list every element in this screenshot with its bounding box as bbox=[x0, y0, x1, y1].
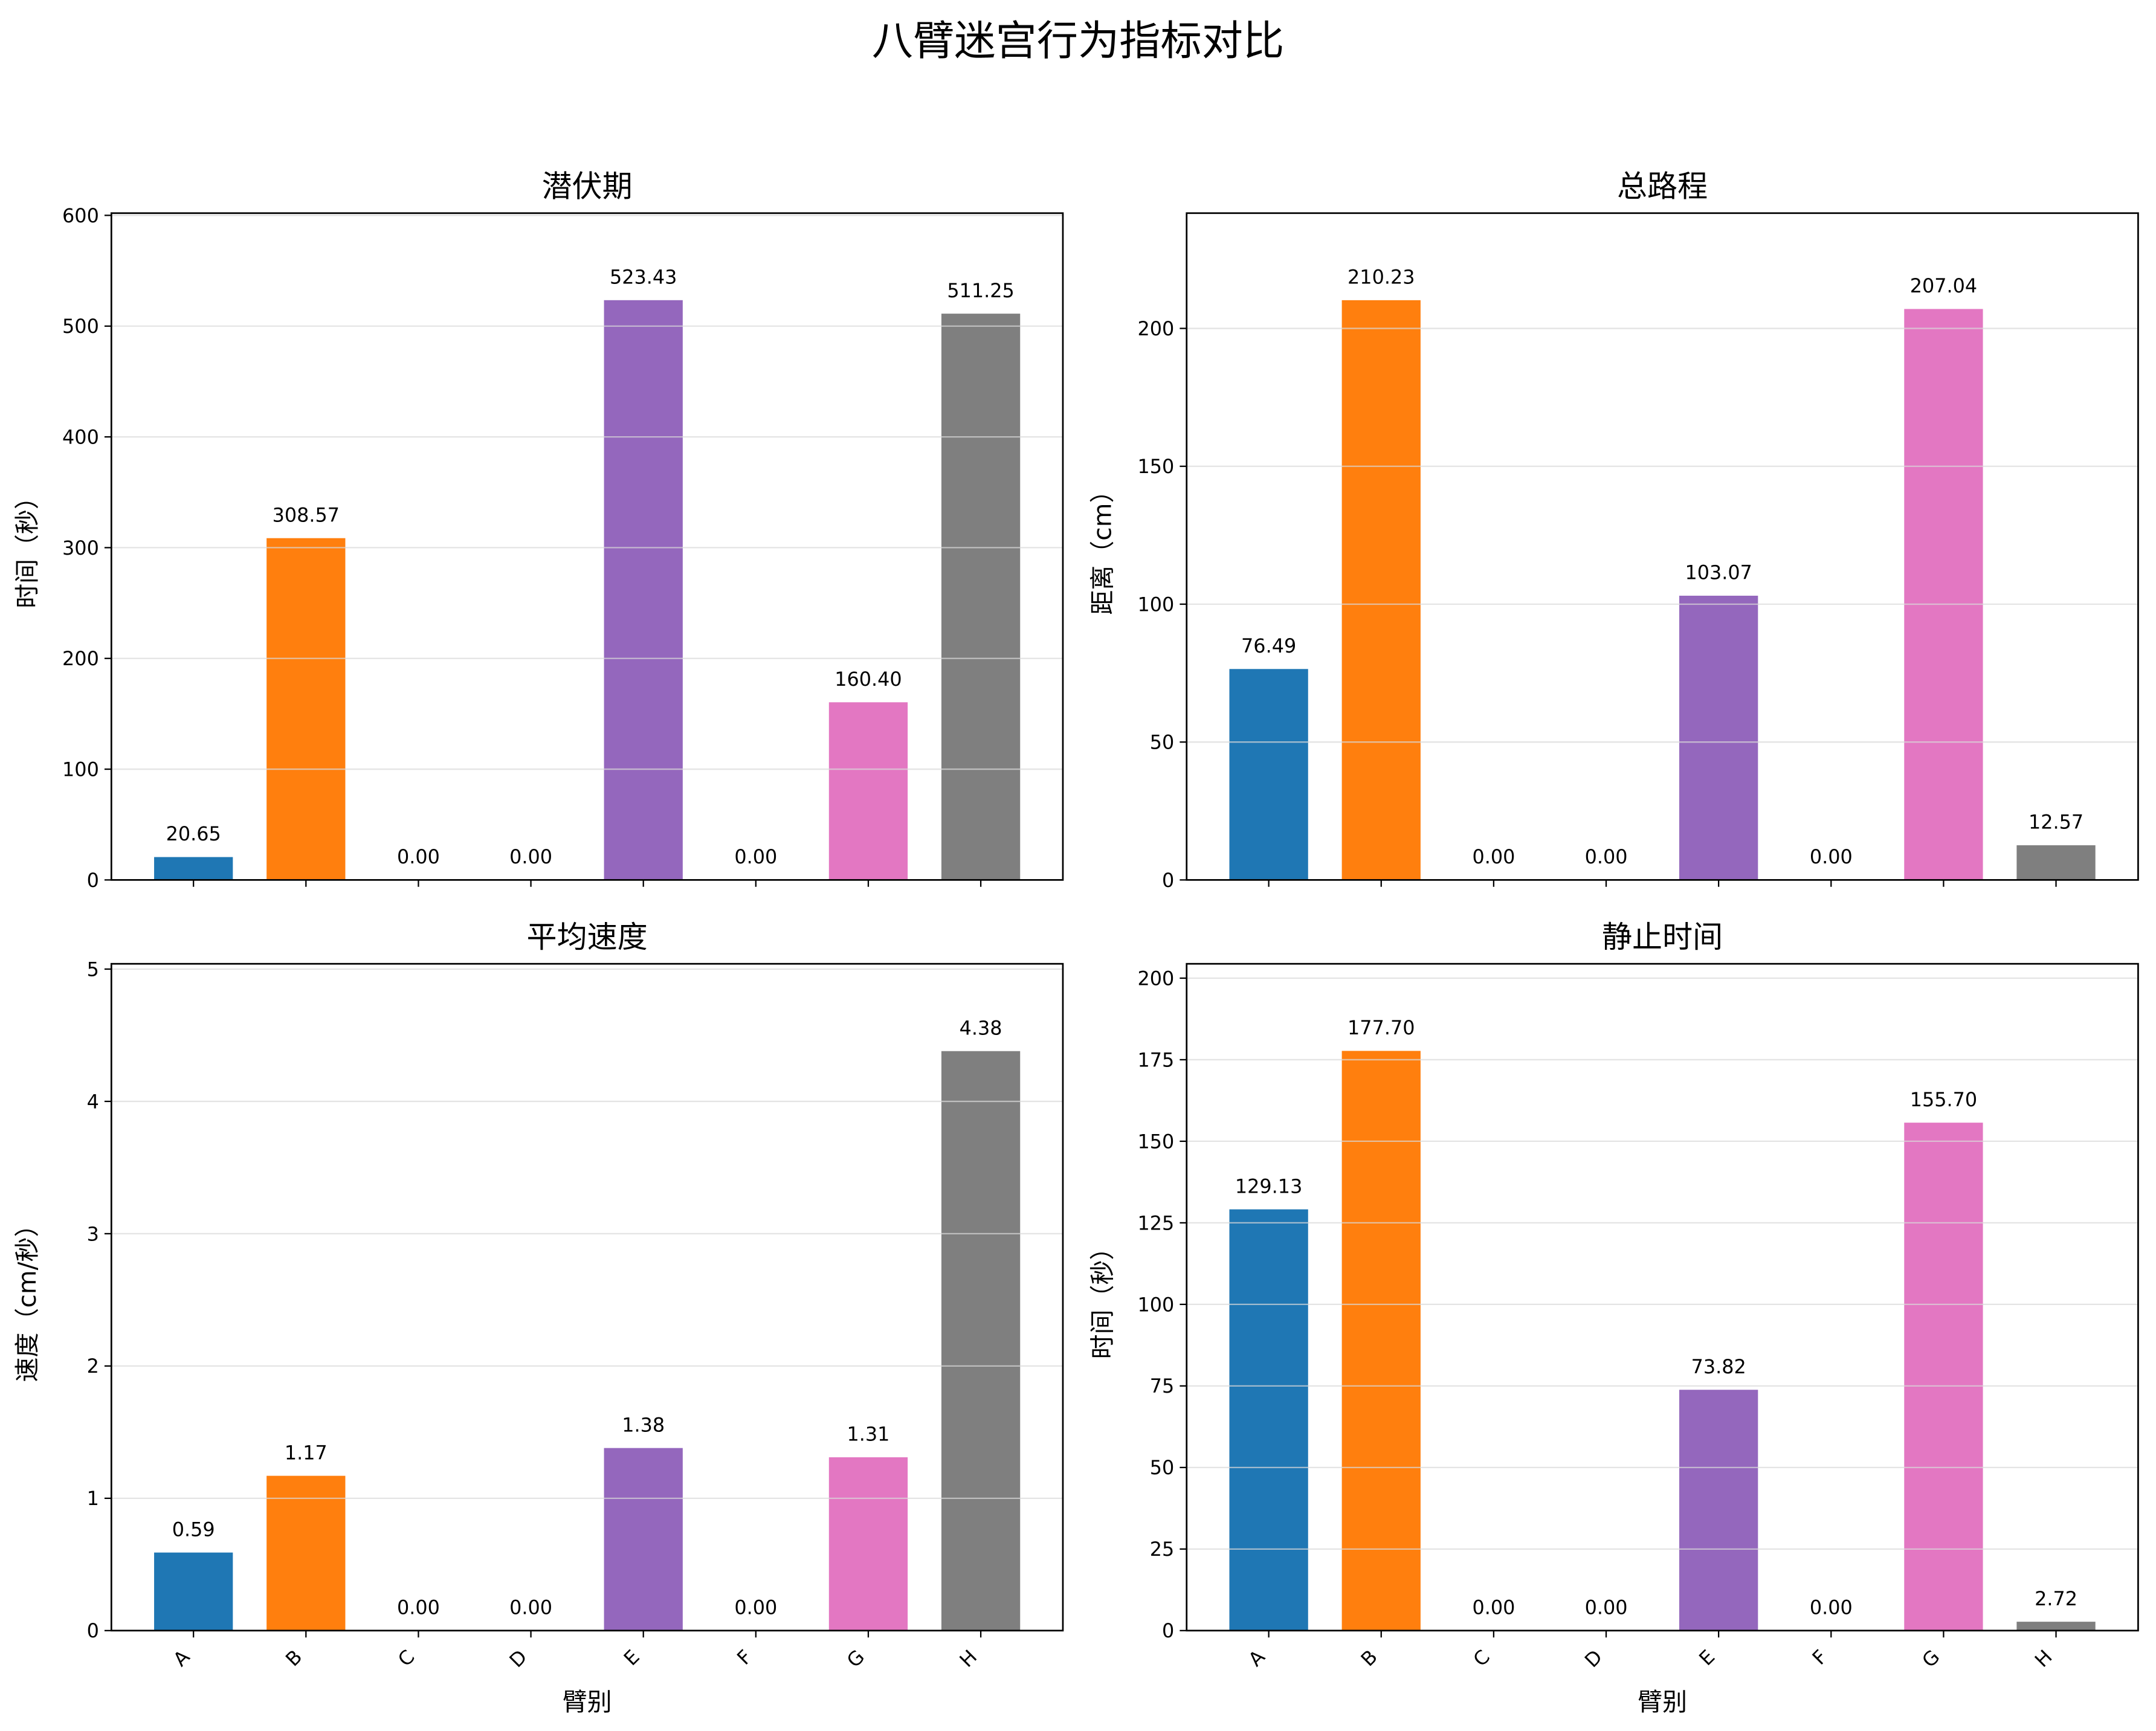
data-label: 0.00 bbox=[734, 845, 777, 868]
bar-G bbox=[1904, 1123, 1983, 1631]
subplot-3: 0 25 50 75 100 125 150 175 200 129.13 177.70 0.00 0.… bbox=[1088, 920, 2139, 1716]
data-label: 0.00 bbox=[509, 1596, 552, 1619]
y-tick-label: 0 bbox=[87, 1619, 99, 1642]
data-label: 20.65 bbox=[166, 822, 221, 845]
subplot-title: 静止时间 bbox=[1602, 920, 1723, 955]
data-label: 1.31 bbox=[847, 1423, 890, 1446]
y-tick-label: 5 bbox=[87, 958, 99, 981]
y-tick-label: 3 bbox=[87, 1222, 99, 1245]
subplot-title: 潜伏期 bbox=[542, 169, 633, 204]
y-tick-label: 200 bbox=[1138, 967, 1175, 990]
data-label: 0.00 bbox=[734, 1596, 777, 1619]
y-tick-label: 150 bbox=[1138, 1130, 1175, 1153]
data-label: 0.00 bbox=[1585, 845, 1628, 868]
bar-H bbox=[2016, 1622, 2096, 1631]
y-tick-label: 200 bbox=[62, 647, 99, 670]
data-label: 210.23 bbox=[1348, 266, 1415, 289]
data-label: 207.04 bbox=[1910, 274, 1977, 297]
bar-G bbox=[828, 702, 908, 880]
subplot-title: 平均速度 bbox=[527, 920, 648, 955]
data-label: 1.17 bbox=[285, 1441, 328, 1464]
bar-E bbox=[604, 300, 683, 880]
subplot-0: 0 100 200 300 400 500 600 20.65 308.57 0.00 0.00 52… bbox=[13, 169, 1064, 892]
bar-G bbox=[1904, 309, 1983, 880]
y-tick-label: 50 bbox=[1150, 1456, 1175, 1479]
y-tick-label: 0 bbox=[1162, 869, 1174, 892]
bar-E bbox=[604, 1448, 683, 1631]
x-axis-label: 臂别 bbox=[1638, 1687, 1687, 1716]
bar-E bbox=[1679, 595, 1758, 880]
y-axis-label: 时间（秒） bbox=[13, 485, 42, 608]
data-label: 4.38 bbox=[960, 1016, 1002, 1039]
data-label: 177.70 bbox=[1348, 1016, 1415, 1039]
data-label: 2.72 bbox=[2035, 1587, 2077, 1610]
y-tick-label: 100 bbox=[1138, 593, 1175, 616]
data-label: 1.38 bbox=[622, 1413, 665, 1436]
data-label: 103.07 bbox=[1685, 561, 1752, 584]
y-tick-label: 25 bbox=[1150, 1538, 1175, 1561]
bar-H bbox=[941, 1051, 1021, 1631]
bar-E bbox=[1679, 1390, 1758, 1631]
data-label: 0.00 bbox=[397, 845, 440, 868]
y-tick-label: 150 bbox=[1138, 455, 1175, 478]
data-label: 0.00 bbox=[509, 845, 552, 868]
data-label: 76.49 bbox=[1241, 634, 1296, 657]
bar-G bbox=[828, 1457, 908, 1631]
data-label: 523.43 bbox=[610, 266, 677, 289]
data-label: 0.00 bbox=[1810, 845, 1853, 868]
axes-frame bbox=[110, 212, 1064, 881]
y-tick-label: 175 bbox=[1138, 1048, 1175, 1071]
y-tick-label: 75 bbox=[1150, 1375, 1175, 1397]
y-tick-label: 100 bbox=[62, 758, 99, 781]
axes-frame bbox=[110, 962, 1064, 1632]
y-tick-label: 400 bbox=[62, 425, 99, 448]
suptitle: 八臂迷宫行为指标对比 bbox=[872, 18, 1285, 65]
bar-H bbox=[2016, 845, 2096, 880]
data-label: 0.00 bbox=[1585, 1596, 1628, 1619]
data-label: 0.00 bbox=[1810, 1596, 1853, 1619]
bar-A bbox=[1229, 1209, 1308, 1631]
y-tick-label: 100 bbox=[1138, 1293, 1175, 1316]
bar-B bbox=[1341, 300, 1421, 880]
data-label: 511.25 bbox=[947, 279, 1014, 302]
y-tick-label: 4 bbox=[87, 1090, 99, 1113]
data-label: 155.70 bbox=[1910, 1088, 1977, 1111]
y-axis-label: 距离（cm） bbox=[1088, 479, 1117, 615]
y-tick-label: 600 bbox=[62, 204, 99, 227]
y-tick-label: 300 bbox=[62, 537, 99, 559]
bar-A bbox=[1229, 669, 1308, 880]
subplot-1: 0 50 100 150 200 76.49 210.23 0.00 0.00 103.07 0.0… bbox=[1088, 169, 2139, 892]
data-label: 160.40 bbox=[834, 668, 902, 691]
bar-A bbox=[154, 857, 233, 880]
axes-frame bbox=[1186, 962, 2139, 1632]
data-label: 12.57 bbox=[2029, 811, 2083, 834]
y-tick-label: 0 bbox=[87, 869, 99, 892]
data-label: 0.00 bbox=[1472, 845, 1515, 868]
bar-H bbox=[941, 314, 1021, 880]
axes-frame bbox=[1186, 212, 2139, 881]
bar-B bbox=[1341, 1051, 1421, 1631]
y-tick-label: 200 bbox=[1138, 317, 1175, 340]
y-tick-label: 125 bbox=[1138, 1211, 1175, 1234]
y-tick-label: 0 bbox=[1162, 1619, 1174, 1642]
y-tick-label: 1 bbox=[87, 1487, 99, 1510]
data-label: 73.82 bbox=[1691, 1355, 1746, 1378]
subplot-title: 总路程 bbox=[1617, 169, 1708, 204]
y-axis-label: 速度（cm/秒） bbox=[13, 1213, 42, 1382]
data-label: 308.57 bbox=[273, 503, 340, 526]
bar-B bbox=[266, 538, 346, 880]
y-axis-label: 时间（秒） bbox=[1088, 1236, 1117, 1359]
data-label: 0.59 bbox=[172, 1518, 215, 1541]
data-label: 129.13 bbox=[1235, 1175, 1302, 1198]
x-axis-label: 臂别 bbox=[563, 1687, 612, 1716]
y-tick-label: 50 bbox=[1150, 731, 1175, 754]
data-label: 0.00 bbox=[1472, 1596, 1515, 1619]
bar-B bbox=[266, 1475, 346, 1631]
y-tick-label: 2 bbox=[87, 1355, 99, 1378]
data-label: 0.00 bbox=[397, 1596, 440, 1619]
y-tick-label: 500 bbox=[62, 315, 99, 338]
bar-A bbox=[154, 1552, 233, 1631]
